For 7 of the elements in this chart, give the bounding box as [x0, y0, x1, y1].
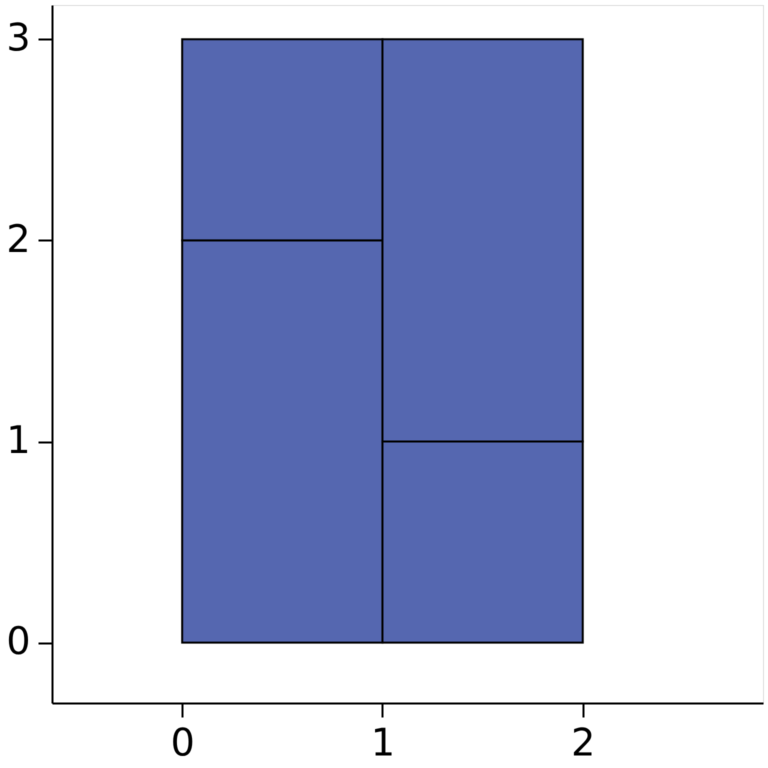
- y-tick-label: 1: [6, 418, 30, 462]
- y-tick-label: 2: [6, 216, 30, 261]
- y-tick-label: 3: [6, 16, 30, 60]
- x-tick-label: 0: [170, 720, 195, 764]
- x-tick-label: 1: [370, 720, 396, 764]
- x-tick-label: 2: [571, 720, 596, 764]
- y-tick-label: 0: [6, 619, 30, 664]
